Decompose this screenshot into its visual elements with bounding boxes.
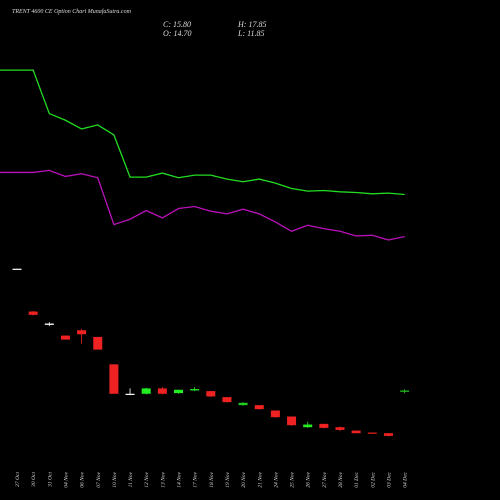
candle-body [77,330,87,335]
candle [222,397,232,403]
x-tick-label: 27 Nov [322,471,328,487]
candle [254,405,264,410]
high-readout: H: 17.85 [238,20,267,29]
candle-body [270,410,280,418]
candle-body [44,323,54,325]
candle [174,389,183,394]
candle-body [400,390,410,392]
candle-body [28,311,38,315]
x-tick-label: 13 Nov [160,471,166,487]
candle-body [157,388,167,394]
candle [335,426,345,432]
candle [319,423,329,429]
candle-body [174,389,183,394]
x-tick-label: 10 Nov [112,471,118,487]
x-tick-label: 18 Nov [209,471,215,487]
candle-body [109,364,119,394]
candle [351,430,361,434]
candle-body [319,423,329,428]
x-tick-label: 01 Dec [354,471,360,487]
candle [12,268,22,270]
candle-body [367,432,377,434]
candle-body [222,397,232,403]
series-line-1 [0,69,405,196]
candle-body [12,268,22,270]
candle-body [190,389,200,391]
series-line-2 [0,169,405,241]
candle [190,387,200,392]
candle [141,387,151,395]
x-tick-label: 24 Nov [272,471,279,487]
x-tick-label: 21 Nov [257,471,263,487]
candle [28,310,38,316]
x-tick-label: 17 Nov [193,471,199,487]
candle-body [254,405,264,410]
candle [287,416,297,426]
candle-body [335,427,345,430]
x-tick-label: 26 Nov [306,471,312,487]
x-tick-label: 11 Nov [128,471,134,487]
x-tick-label: 31 Oct [47,472,53,488]
x-tick-label: 02 Dec [370,471,376,487]
candle-body [287,416,297,426]
chart-title: TRENT 4600 CE Option Chart MunafaSutra.c… [12,9,131,15]
candle-body [60,335,70,340]
low-readout: L: 11.85 [238,29,265,38]
candle [303,421,313,428]
x-tick-label: 20 Nov [241,471,247,487]
x-tick-label: 07 Nov [96,471,102,487]
candle-body [206,391,216,397]
candle [77,328,87,344]
candle [206,391,216,398]
open-readout: O: 14.70 [163,29,192,38]
x-tick-label: 12 Nov [144,471,150,487]
candle [44,322,54,327]
candle [238,402,248,406]
x-tick-label: 19 Nov [225,471,231,487]
candle [400,389,410,394]
candle [60,335,70,340]
x-tick-label: 03 Dec [386,471,392,487]
x-tick-label: 25 Nov [290,471,296,487]
candle-body [141,388,151,394]
candle-body [93,336,103,350]
candle-body [125,393,135,395]
x-tick-label: 14 Nov [176,471,183,487]
candle [383,433,393,437]
candle-body [383,433,393,436]
candle [109,364,119,394]
candle-body [351,430,361,434]
x-tick-label: 30 Oct [31,472,37,488]
candle-body [238,402,248,406]
candle [93,336,103,350]
x-tick-label: 27 Oct [15,472,21,487]
candle-body [303,424,313,428]
candle [157,387,167,395]
candle [270,410,280,418]
x-tick-label: 28 Nov [338,471,344,487]
candle [125,388,135,396]
x-tick-label: 06 Nov [80,471,86,487]
close-readout: C: 15.80 [163,20,191,29]
x-tick-label: 04 Dec [402,471,409,487]
candle [367,432,377,434]
x-tick-label: 04 Nov [62,471,69,487]
